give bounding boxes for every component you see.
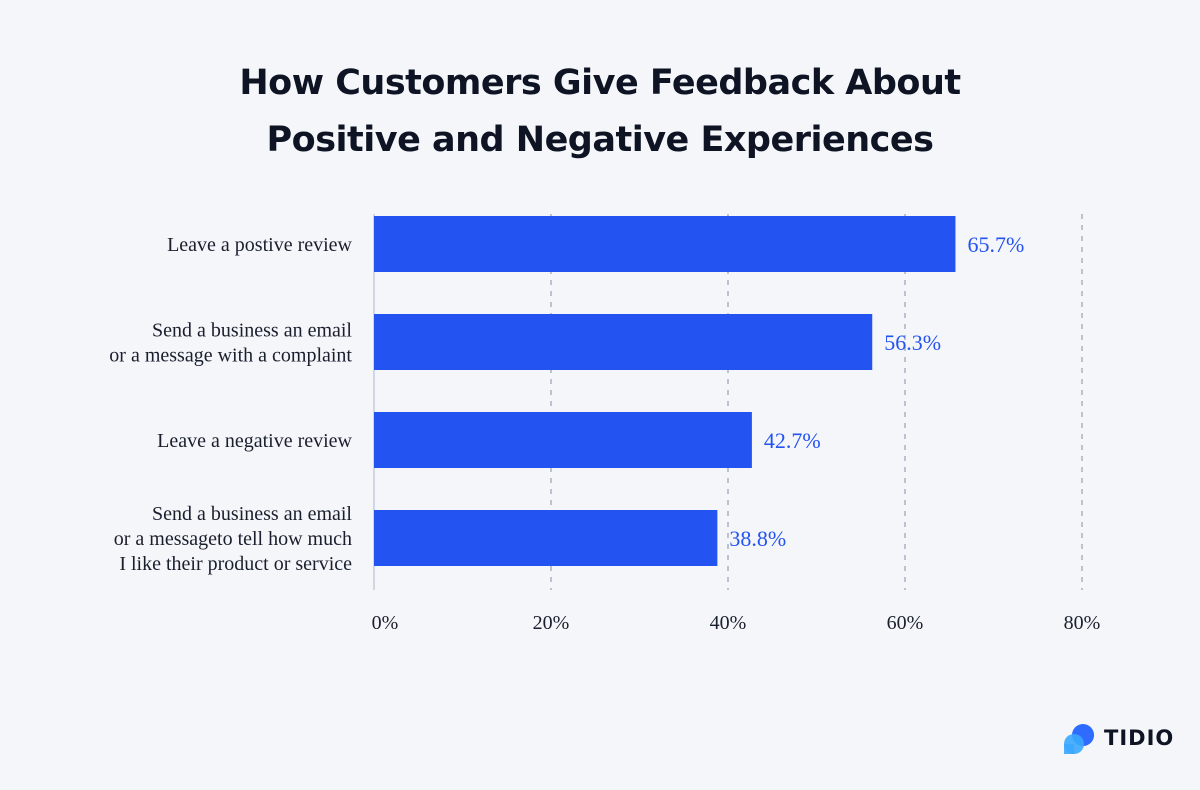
- tidio-logo-icon: [1064, 724, 1094, 754]
- bar: [374, 216, 956, 272]
- tidio-logo: TIDIO: [1062, 722, 1175, 756]
- bar: [374, 412, 752, 468]
- category-label: Leave a postive review: [167, 234, 352, 256]
- x-tick-label: 80%: [1064, 612, 1101, 634]
- data-label: 42.7%: [764, 428, 821, 453]
- chart-title-line-1: How Customers Give Feedback About: [239, 63, 961, 103]
- data-label: 56.3%: [884, 330, 941, 355]
- data-label: 38.8%: [729, 526, 786, 551]
- category-label: I like their product or service: [119, 553, 352, 575]
- bar: [374, 510, 718, 566]
- x-tick-label: 20%: [533, 612, 570, 634]
- x-tick-label: 0%: [372, 612, 399, 634]
- category-label: Send a business an email: [152, 320, 352, 342]
- category-label: or a message with a complaint: [109, 345, 352, 367]
- data-label: 65.7%: [967, 232, 1024, 257]
- chart-title-line-2: Positive and Negative Experiences: [266, 120, 934, 160]
- x-tick-label: 60%: [887, 612, 924, 634]
- category-label: Send a business an email: [152, 503, 352, 525]
- category-label: or a messageto tell how much: [114, 528, 352, 550]
- bar: [374, 314, 873, 370]
- tidio-logo-text: TIDIO: [1104, 726, 1175, 750]
- category-label: Leave a negative review: [157, 430, 352, 452]
- x-tick-label: 40%: [710, 612, 747, 634]
